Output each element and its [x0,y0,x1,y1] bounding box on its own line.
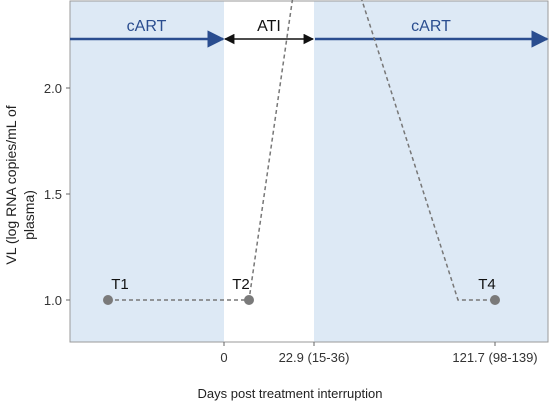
plot-border [69,0,549,343]
treatment-shading [70,1,548,342]
point-label-t4: T4 [478,276,496,293]
x-axis-title: Days post treatment interruption [198,386,383,401]
point-label-t2: T2 [232,276,250,293]
x-tick-label: 121.7 (98-139) [452,350,537,365]
point-label-t1: T1 [111,276,129,293]
x-tick-label: 0 [220,350,227,365]
x-tick-label: 22.9 (15-36) [279,350,350,365]
data-point-t4 [490,295,500,305]
y-axis: 1.01.52.02.53.03.5 [44,81,70,308]
plot-frame [69,0,549,343]
y-axis-title: VL (log RNA copies/mL of plasma) [3,105,37,264]
data-point-t2 [244,295,254,305]
cart-region-after [314,1,548,342]
y-tick-label: 1.0 [44,293,62,308]
phase-label: ATI [257,18,281,35]
data-point-t1 [103,295,113,305]
y-tick-label: 1.5 [44,187,62,202]
y-tick-label: 2.0 [44,81,62,96]
phase-label: cART [411,18,451,35]
vl-dashed-line [108,0,495,301]
phase-label: cART [127,18,167,35]
cart-region-before [70,1,224,342]
series-line: T1T2T3T4 [103,0,500,305]
phase-arrows: cART ATI cART [70,18,549,48]
y-axis-title-line2: plasma) [21,190,37,240]
x-axis: 0 22.9 (15-36) 121.7 (98-139) [220,342,538,365]
y-axis-title-line1: VL (log RNA copies/mL of [3,105,19,264]
